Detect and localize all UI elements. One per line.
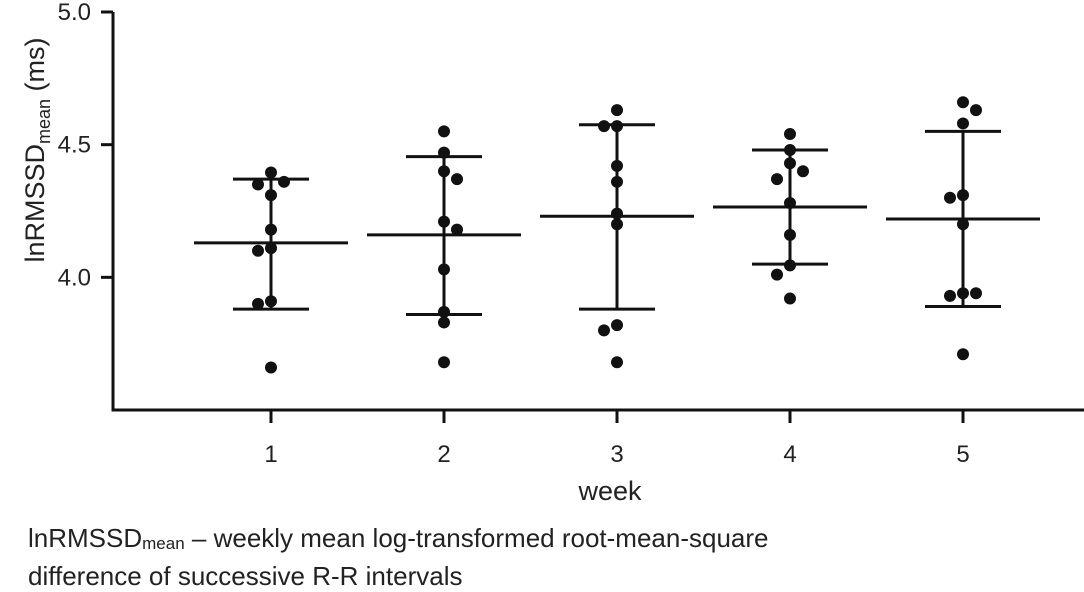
data-point <box>784 259 796 272</box>
data-point <box>265 361 277 374</box>
caption-abbr: lnRMSSD <box>28 523 143 553</box>
data-point <box>265 189 277 202</box>
week-group-2 <box>367 125 521 369</box>
data-point <box>784 143 796 156</box>
data-point <box>611 356 623 369</box>
data-point <box>611 319 623 332</box>
data-point <box>957 96 969 109</box>
data-point <box>438 356 450 369</box>
data-point <box>252 178 264 191</box>
data-point <box>265 242 277 255</box>
x-tick-label: 1 <box>264 441 277 468</box>
x-tick-label: 2 <box>437 441 450 468</box>
data-point <box>611 207 623 220</box>
caption-line-2: difference of successive R-R intervals <box>28 561 463 591</box>
data-point <box>784 128 796 141</box>
data-point <box>957 218 969 231</box>
data-point <box>438 125 450 138</box>
data-point <box>438 165 450 178</box>
x-tick-label: 3 <box>610 441 623 468</box>
data-point <box>252 244 264 257</box>
data-point <box>598 120 610 133</box>
x-tick-label: 4 <box>783 441 796 468</box>
week-group-3 <box>540 104 694 369</box>
data-point <box>438 263 450 276</box>
data-point <box>252 297 264 310</box>
x-axis-label: week <box>577 476 642 506</box>
data-point <box>451 173 463 186</box>
caption-abbr-sub: mean <box>142 534 185 553</box>
data-point <box>970 287 982 300</box>
data-point <box>265 223 277 236</box>
data-point <box>611 175 623 188</box>
data-point <box>784 292 796 305</box>
caption-line-1: lnRMSSDmean – weekly mean log-transforme… <box>28 522 769 560</box>
data-point <box>438 146 450 159</box>
y-tick-label: 4.0 <box>58 264 91 291</box>
y-tick-label: 4.5 <box>58 132 91 159</box>
y-axis-label: lnRMSSDmean (ms) <box>20 37 54 262</box>
data-point <box>784 228 796 241</box>
data-point <box>278 175 290 188</box>
data-point <box>957 287 969 300</box>
data-point <box>957 189 969 202</box>
data-point <box>784 157 796 170</box>
week-group-1 <box>194 166 348 374</box>
data-point <box>438 316 450 329</box>
week-group-5 <box>886 96 1040 361</box>
caption: lnRMSSDmean – weekly mean log-transforme… <box>28 522 769 592</box>
data-point <box>944 289 956 302</box>
data-point <box>611 104 623 117</box>
marks <box>194 96 1040 374</box>
week-group-4 <box>713 128 867 305</box>
data-point <box>771 173 783 186</box>
data-point <box>598 324 610 337</box>
data-point <box>771 268 783 281</box>
data-point <box>970 104 982 117</box>
y-tick-label: 5.0 <box>58 0 91 26</box>
caption-text: – weekly mean log-transformed root-mean-… <box>184 523 769 553</box>
data-point <box>611 218 623 231</box>
data-point <box>784 197 796 210</box>
data-point <box>611 159 623 172</box>
data-point <box>265 166 277 179</box>
data-point <box>438 215 450 228</box>
data-point <box>957 348 969 361</box>
x-tick-label: 5 <box>956 441 969 468</box>
data-point <box>944 191 956 204</box>
data-point <box>451 223 463 236</box>
axes: 4.0 4.5 5.0 1 2 3 4 5 <box>58 0 1084 468</box>
data-point <box>797 165 809 178</box>
data-point <box>265 295 277 308</box>
data-point <box>438 305 450 318</box>
data-point <box>611 120 623 133</box>
data-point <box>957 117 969 130</box>
